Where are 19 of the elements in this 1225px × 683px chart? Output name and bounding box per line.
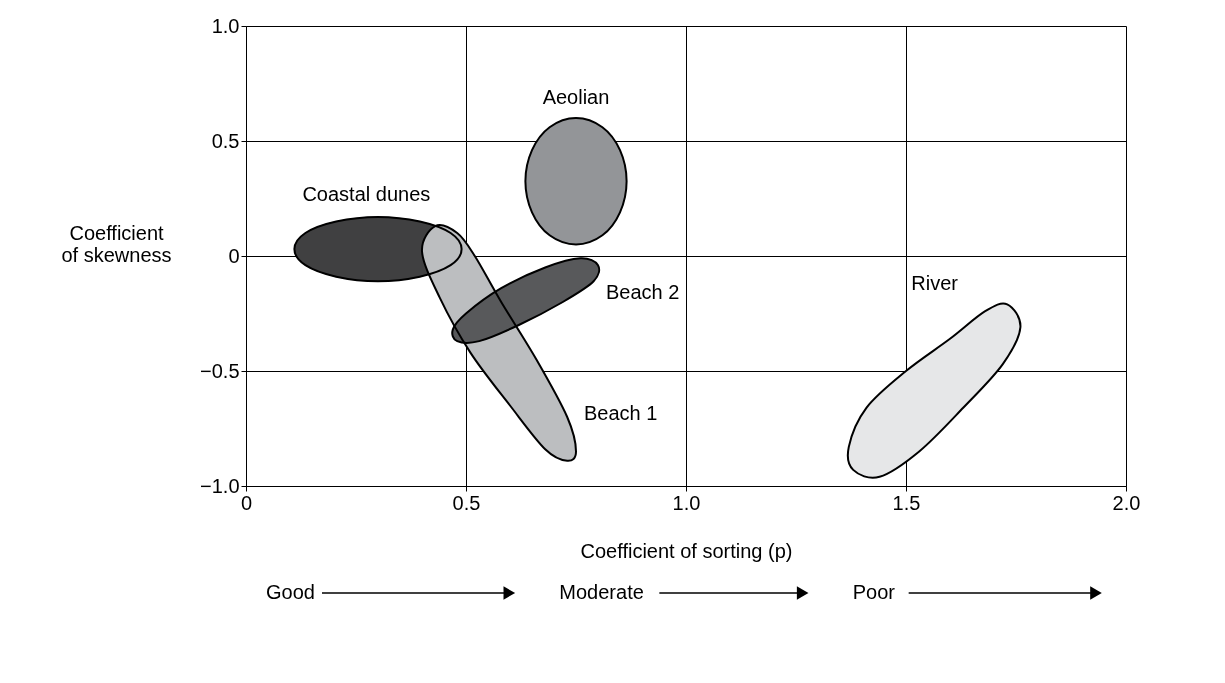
y-tick-label: −1.0 xyxy=(200,474,240,497)
text: Moderate xyxy=(559,581,644,603)
series-label: River xyxy=(911,272,959,295)
y-axis-title: Coefficient of skewness xyxy=(61,221,172,266)
series-label: Beach 1 xyxy=(584,401,658,424)
x-tick-label: 1.0 xyxy=(672,491,701,514)
x-axis-title: Coefficient of sorting (p) xyxy=(580,539,793,562)
series-label: Coastal dunes xyxy=(302,182,431,205)
x-tick-label: 0.5 xyxy=(452,491,481,514)
series-label: Beach 2 xyxy=(606,280,680,303)
text: Good xyxy=(266,581,315,603)
y-tick-label: 1.0 xyxy=(211,14,240,37)
y-tick-label: 0 xyxy=(228,244,240,267)
x-tick-label: 1.5 xyxy=(892,491,921,514)
series-label: Aeolian xyxy=(542,86,610,108)
y-tick-label: −0.5 xyxy=(200,359,240,382)
y-tick-label: 0.5 xyxy=(211,129,240,152)
text: Poor xyxy=(852,581,896,603)
x-tick-label: 2.0 xyxy=(1112,491,1141,514)
